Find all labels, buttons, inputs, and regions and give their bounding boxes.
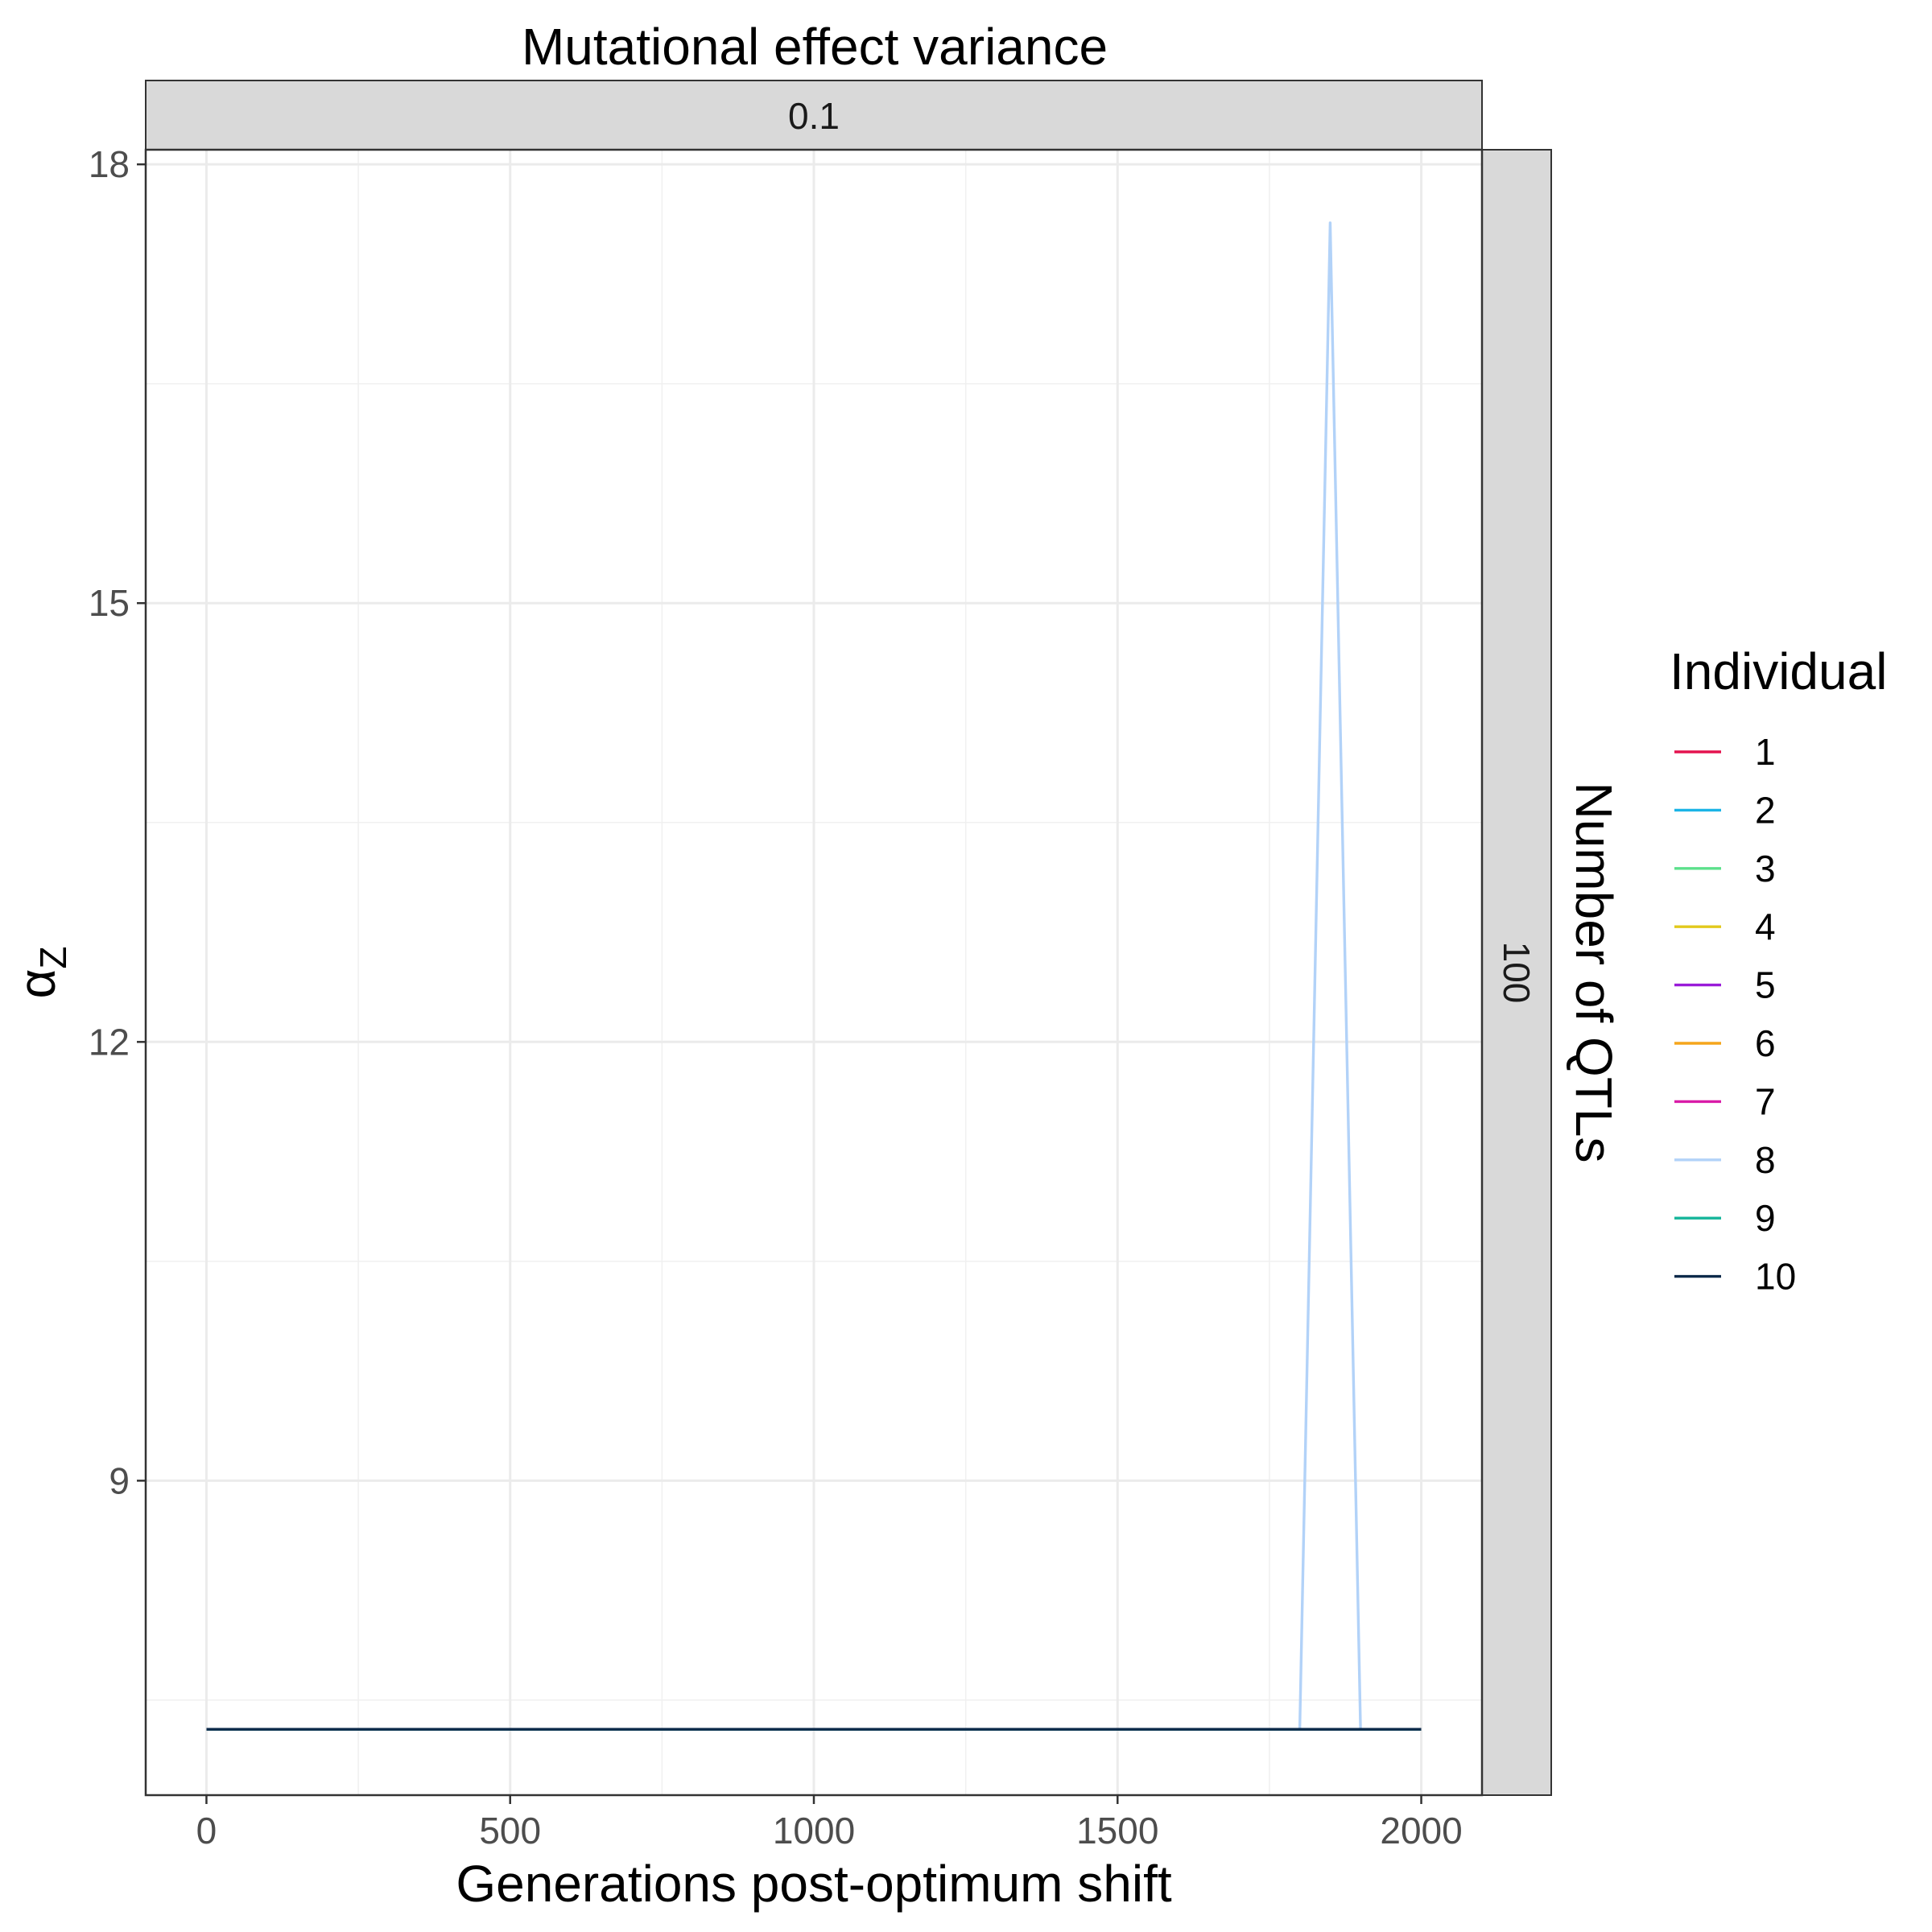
chart-title: Mutational effect variance [522, 18, 1108, 76]
x-tick-label: 1500 [1076, 1810, 1158, 1852]
legend-label-10: 10 [1755, 1256, 1796, 1298]
y-tick-label: 15 [89, 582, 130, 624]
facet-strip-right-label: 100 [1496, 942, 1538, 1004]
legend-label-8: 8 [1755, 1139, 1776, 1181]
facet-row-title: Number of QTLs [1565, 782, 1623, 1162]
y-axis-title: αZ [8, 946, 74, 998]
series-layer [206, 221, 1422, 1731]
y-axis: 9 12 15 18 [89, 143, 146, 1501]
x-tick-label: 1000 [773, 1810, 855, 1852]
facet-strip-right [1481, 149, 1552, 1796]
facet-strip-top [145, 80, 1483, 151]
y-tick-label: 9 [109, 1459, 130, 1501]
legend-label-3: 3 [1755, 848, 1776, 890]
x-tick-label: 500 [479, 1810, 541, 1852]
legend-label-9: 9 [1755, 1197, 1776, 1239]
x-tick-label: 0 [196, 1810, 217, 1852]
grid [146, 150, 1482, 1795]
legend: 1 2 3 4 5 6 7 8 9 10 [1674, 731, 1796, 1298]
legend-label-1: 1 [1755, 731, 1776, 773]
legend-label-7: 7 [1755, 1080, 1776, 1122]
facet-strip-top-label: 0.1 [788, 95, 840, 137]
x-axis-title: Generations post-optimum shift [456, 1855, 1172, 1913]
y-axis-title-sub: Z [32, 946, 74, 968]
legend-label-6: 6 [1755, 1022, 1776, 1064]
x-axis: 0 500 1000 1500 2000 [196, 1795, 1463, 1852]
svg-text:αZ: αZ [8, 946, 74, 998]
legend-label-2: 2 [1755, 789, 1776, 831]
y-axis-title-main: α [8, 969, 66, 999]
y-tick-label: 18 [89, 143, 130, 185]
legend-label-4: 4 [1755, 906, 1776, 947]
legend-title: Individual [1670, 642, 1887, 700]
y-tick-label: 12 [89, 1021, 130, 1063]
legend-label-5: 5 [1755, 964, 1776, 1006]
x-tick-label: 2000 [1380, 1810, 1462, 1852]
